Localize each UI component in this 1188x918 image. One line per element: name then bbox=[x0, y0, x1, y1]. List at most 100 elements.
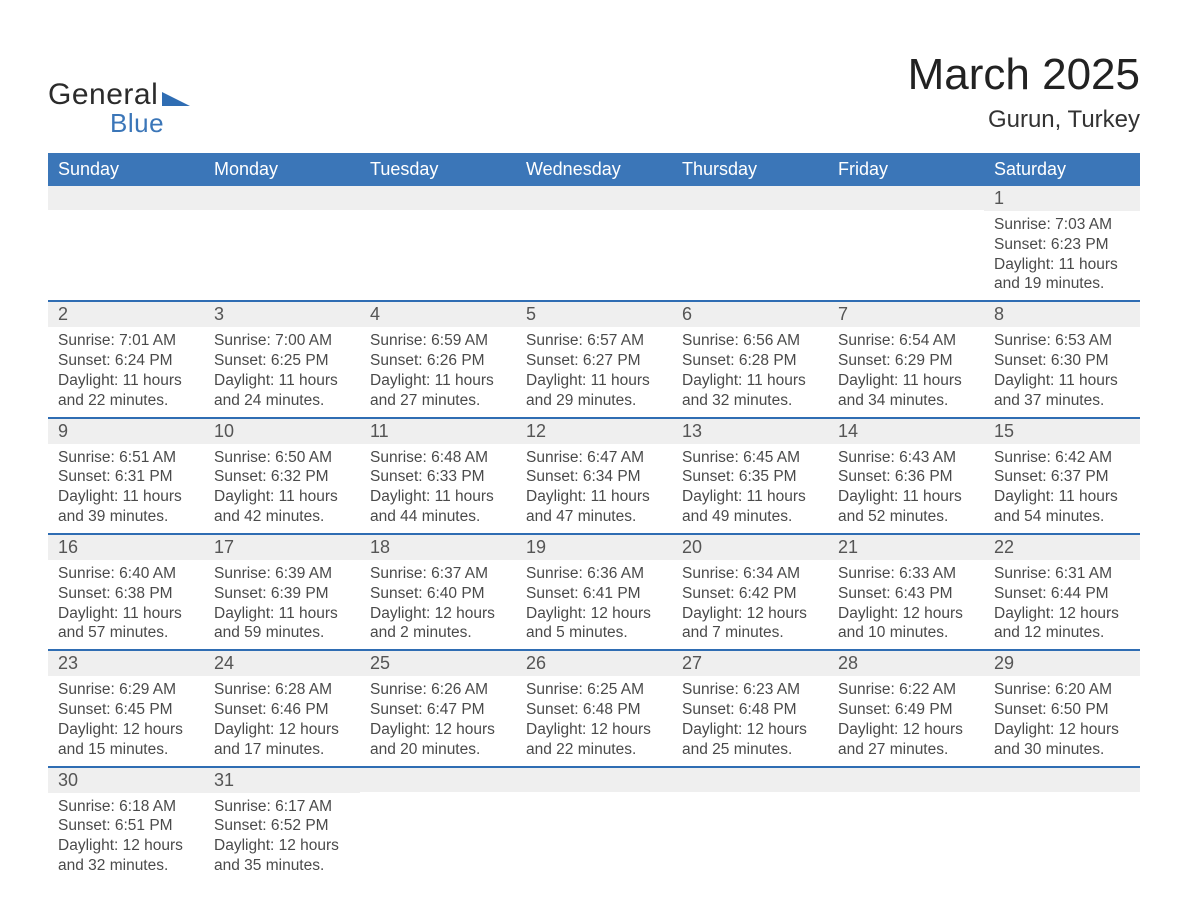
sunset-text: Sunset: 6:44 PM bbox=[994, 584, 1130, 604]
calendar-cell: 19Sunrise: 6:36 AMSunset: 6:41 PMDayligh… bbox=[516, 534, 672, 650]
sunrise-text: Sunrise: 6:25 AM bbox=[526, 680, 662, 700]
day-number: 1 bbox=[984, 186, 1140, 211]
sunrise-text: Sunrise: 7:01 AM bbox=[58, 331, 194, 351]
calendar-week-row: 30 Sunrise: 6:18 AMSunset: 6:51 PMDayligh… bbox=[48, 767, 1140, 882]
day-number bbox=[360, 768, 516, 792]
sunrise-text: Sunrise: 6:17 AM bbox=[214, 797, 350, 817]
sunrise-text: Sunrise: 6:26 AM bbox=[370, 680, 506, 700]
daylight-text: Daylight: 11 hours and 54 minutes. bbox=[994, 487, 1130, 527]
day-number bbox=[672, 768, 828, 792]
day-info: Sunrise: 7:01 AMSunset: 6:24 PMDaylight:… bbox=[58, 331, 194, 410]
calendar-cell: 24Sunrise: 6:28 AMSunset: 6:46 PMDayligh… bbox=[204, 650, 360, 766]
sunset-text: Sunset: 6:33 PM bbox=[370, 467, 506, 487]
sunset-text: Sunset: 6:30 PM bbox=[994, 351, 1130, 371]
title-block: March 2025 Gurun, Turkey bbox=[908, 50, 1140, 134]
sunset-text: Sunset: 6:47 PM bbox=[370, 700, 506, 720]
sunset-text: Sunset: 6:35 PM bbox=[682, 467, 818, 487]
day-number: 9 bbox=[48, 419, 204, 444]
day-number bbox=[984, 768, 1140, 792]
calendar-cell: 28 Sunrise: 6:22 AMSunset: 6:49 PMDayligh… bbox=[828, 650, 984, 766]
day-info: Sunrise: 6:57 AMSunset: 6:27 PMDaylight:… bbox=[526, 331, 662, 410]
sunset-text: Sunset: 6:32 PM bbox=[214, 467, 350, 487]
sunset-text: Sunset: 6:52 PM bbox=[214, 816, 350, 836]
calendar-cell: 31Sunrise: 6:17 AMSunset: 6:52 PMDayligh… bbox=[204, 767, 360, 882]
day-number bbox=[828, 768, 984, 792]
day-number: 15 bbox=[984, 419, 1140, 444]
sunrise-text: Sunrise: 6:23 AM bbox=[682, 680, 818, 700]
calendar-cell: 22Sunrise: 6:31 AMSunset: 6:44 PMDayligh… bbox=[984, 534, 1140, 650]
sunrise-text: Sunrise: 6:50 AM bbox=[214, 448, 350, 468]
calendar-cell bbox=[984, 767, 1140, 882]
day-info: Sunrise: 7:00 AMSunset: 6:25 PMDaylight:… bbox=[214, 331, 350, 410]
day-info: Sunrise: 6:22 AMSunset: 6:49 PMDaylight:… bbox=[838, 680, 974, 759]
daylight-text: Daylight: 11 hours and 52 minutes. bbox=[838, 487, 974, 527]
day-info: Sunrise: 6:43 AMSunset: 6:36 PMDaylight:… bbox=[838, 448, 974, 527]
day-number: 27 bbox=[672, 651, 828, 676]
calendar-cell: 5Sunrise: 6:57 AMSunset: 6:27 PMDaylight… bbox=[516, 301, 672, 417]
calendar-cell: 23 Sunrise: 6:29 AMSunset: 6:45 PMDayligh… bbox=[48, 650, 204, 766]
day-number: 23 bbox=[48, 651, 204, 676]
sunset-text: Sunset: 6:34 PM bbox=[526, 467, 662, 487]
calendar-week-row: 23 Sunrise: 6:29 AMSunset: 6:45 PMDayligh… bbox=[48, 650, 1140, 766]
day-number: 21 bbox=[828, 535, 984, 560]
day-number bbox=[516, 768, 672, 792]
sunrise-text: Sunrise: 6:34 AM bbox=[682, 564, 818, 584]
day-info: Sunrise: 6:29 AMSunset: 6:45 PMDaylight:… bbox=[58, 680, 194, 759]
location-title: Gurun, Turkey bbox=[908, 106, 1140, 134]
daylight-text: Daylight: 11 hours and 24 minutes. bbox=[214, 371, 350, 411]
daylight-text: Daylight: 12 hours and 22 minutes. bbox=[526, 720, 662, 760]
calendar-cell bbox=[204, 186, 360, 301]
day-info: Sunrise: 6:59 AMSunset: 6:26 PMDaylight:… bbox=[370, 331, 506, 410]
day-info: Sunrise: 6:23 AMSunset: 6:48 PMDaylight:… bbox=[682, 680, 818, 759]
day-number bbox=[48, 186, 204, 210]
calendar-cell: 16Sunrise: 6:40 AMSunset: 6:38 PMDayligh… bbox=[48, 534, 204, 650]
calendar-cell: 17Sunrise: 6:39 AMSunset: 6:39 PMDayligh… bbox=[204, 534, 360, 650]
calendar-cell: 20Sunrise: 6:34 AMSunset: 6:42 PMDayligh… bbox=[672, 534, 828, 650]
daylight-text: Daylight: 12 hours and 7 minutes. bbox=[682, 604, 818, 644]
sunset-text: Sunset: 6:25 PM bbox=[214, 351, 350, 371]
sunrise-text: Sunrise: 7:03 AM bbox=[994, 215, 1130, 235]
sunrise-text: Sunrise: 6:33 AM bbox=[838, 564, 974, 584]
daylight-text: Daylight: 11 hours and 27 minutes. bbox=[370, 371, 506, 411]
sunset-text: Sunset: 6:36 PM bbox=[838, 467, 974, 487]
col-sunday: Sunday bbox=[48, 153, 204, 186]
sunset-text: Sunset: 6:29 PM bbox=[838, 351, 974, 371]
daylight-text: Daylight: 12 hours and 5 minutes. bbox=[526, 604, 662, 644]
calendar-cell bbox=[828, 186, 984, 301]
day-number bbox=[516, 186, 672, 210]
day-number: 3 bbox=[204, 302, 360, 327]
calendar-header-row: Sunday Monday Tuesday Wednesday Thursday… bbox=[48, 153, 1140, 186]
calendar-cell bbox=[516, 767, 672, 882]
daylight-text: Daylight: 12 hours and 30 minutes. bbox=[994, 720, 1130, 760]
day-number: 2 bbox=[48, 302, 204, 327]
sunset-text: Sunset: 6:50 PM bbox=[994, 700, 1130, 720]
sunrise-text: Sunrise: 6:45 AM bbox=[682, 448, 818, 468]
daylight-text: Daylight: 11 hours and 22 minutes. bbox=[58, 371, 194, 411]
day-info: Sunrise: 6:25 AMSunset: 6:48 PMDaylight:… bbox=[526, 680, 662, 759]
calendar-cell: 15Sunrise: 6:42 AMSunset: 6:37 PMDayligh… bbox=[984, 418, 1140, 534]
day-number: 22 bbox=[984, 535, 1140, 560]
calendar-cell: 8Sunrise: 6:53 AMSunset: 6:30 PMDaylight… bbox=[984, 301, 1140, 417]
daylight-text: Daylight: 12 hours and 27 minutes. bbox=[838, 720, 974, 760]
sunrise-text: Sunrise: 7:00 AM bbox=[214, 331, 350, 351]
day-number: 28 bbox=[828, 651, 984, 676]
calendar-cell bbox=[48, 186, 204, 301]
calendar-cell: 3 Sunrise: 7:00 AMSunset: 6:25 PMDaylight… bbox=[204, 301, 360, 417]
sunrise-text: Sunrise: 6:28 AM bbox=[214, 680, 350, 700]
day-info: Sunrise: 6:47 AMSunset: 6:34 PMDaylight:… bbox=[526, 448, 662, 527]
calendar-week-row: 1Sunrise: 7:03 AMSunset: 6:23 PMDaylight… bbox=[48, 186, 1140, 301]
sunrise-text: Sunrise: 6:59 AM bbox=[370, 331, 506, 351]
daylight-text: Daylight: 11 hours and 57 minutes. bbox=[58, 604, 194, 644]
day-info: Sunrise: 6:40 AMSunset: 6:38 PMDaylight:… bbox=[58, 564, 194, 643]
day-info: Sunrise: 6:39 AMSunset: 6:39 PMDaylight:… bbox=[214, 564, 350, 643]
day-info: Sunrise: 6:36 AMSunset: 6:41 PMDaylight:… bbox=[526, 564, 662, 643]
day-info: Sunrise: 6:20 AMSunset: 6:50 PMDaylight:… bbox=[994, 680, 1130, 759]
calendar-week-row: 9Sunrise: 6:51 AMSunset: 6:31 PMDaylight… bbox=[48, 418, 1140, 534]
day-number: 30 bbox=[48, 768, 204, 793]
sunrise-text: Sunrise: 6:48 AM bbox=[370, 448, 506, 468]
day-info: Sunrise: 6:18 AMSunset: 6:51 PMDaylight:… bbox=[58, 797, 194, 876]
day-number: 20 bbox=[672, 535, 828, 560]
sunrise-text: Sunrise: 6:22 AM bbox=[838, 680, 974, 700]
day-number: 26 bbox=[516, 651, 672, 676]
daylight-text: Daylight: 11 hours and 19 minutes. bbox=[994, 255, 1130, 295]
